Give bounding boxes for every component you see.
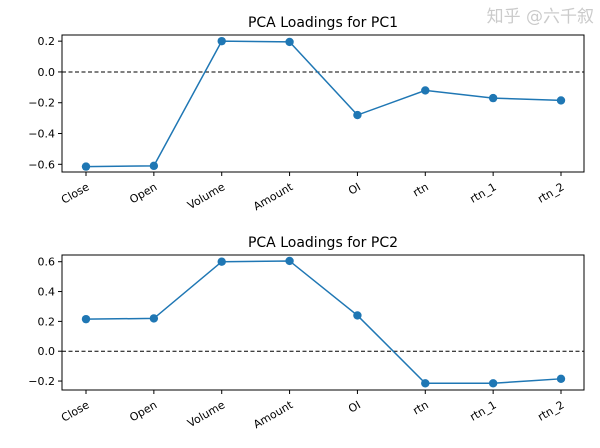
y-tick-label: 0.6: [38, 256, 56, 269]
subplot-pc2: PCA Loadings for PC2 0.6 0.4 0.2 0.0 −0.2 Clos…: [28, 235, 585, 431]
x-tick-label: rtn: [411, 398, 431, 417]
series-line: [85, 260, 562, 385]
y-tick-label: 0.0: [38, 66, 56, 79]
x-tick-label: rtn_1: [468, 180, 499, 205]
data-point-Open: [149, 314, 159, 323]
data-point-Volume: [217, 36, 226, 46]
x-tick-label: OI: [346, 180, 363, 197]
data-point-rtn_1: [488, 379, 498, 388]
y-tick-label: 0.2: [38, 35, 56, 48]
subplot-pc1: PCA Loadings for PC1 0.2 0.0 −0.2 −0.4 −0.6 Cl…: [28, 15, 585, 213]
x-tick-label: rtn_2: [535, 398, 566, 423]
x-tick-label: Close: [59, 398, 92, 424]
data-point-rtn_2: [556, 374, 566, 384]
data-point-rtn: [421, 379, 430, 388]
x-tick-label: Amount: [251, 398, 296, 431]
x-tick-label: OI: [346, 398, 363, 415]
y-tick-label: −0.2: [28, 97, 55, 110]
x-tick-label: Open: [127, 398, 159, 424]
data-point-OI: [353, 311, 362, 320]
data-point-Volume: [217, 257, 226, 266]
y-tick-label: −0.2: [28, 375, 55, 388]
data-point-Close: [81, 162, 91, 171]
x-tick-label: Open: [127, 180, 159, 206]
data-point-rtn: [421, 86, 430, 95]
data-point-Open: [149, 161, 159, 171]
x-tick-label: Amount: [251, 180, 296, 213]
y-tick-label: −0.4: [28, 128, 55, 141]
watermark: 知乎 @六千叙: [486, 7, 594, 27]
axes-frame: [61, 34, 585, 173]
series-line: [85, 40, 562, 168]
x-tick-label: rtn_2: [535, 180, 566, 205]
data-point-OI: [353, 110, 362, 120]
y-tick-label: 0.0: [38, 345, 56, 358]
data-point-Amount: [285, 37, 294, 47]
data-point-rtn_2: [556, 96, 566, 105]
chart-title: PCA Loadings for PC1: [248, 15, 398, 31]
y-tick-label: 0.4: [38, 286, 56, 299]
x-tick-label: Volume: [185, 180, 227, 212]
data-point-Amount: [285, 256, 294, 266]
chart-title: PCA Loadings for PC2: [248, 235, 398, 251]
x-tick-label: Volume: [185, 398, 227, 430]
y-tick-label: 0.2: [38, 315, 56, 328]
data-point-rtn_1: [488, 93, 498, 103]
axes-frame: [61, 254, 585, 391]
x-tick-label: Close: [59, 180, 92, 206]
y-tick-label: −0.6: [28, 158, 55, 171]
x-tick-label: rtn_1: [468, 398, 499, 423]
data-point-Close: [81, 314, 91, 324]
x-tick-label: rtn: [411, 180, 431, 199]
